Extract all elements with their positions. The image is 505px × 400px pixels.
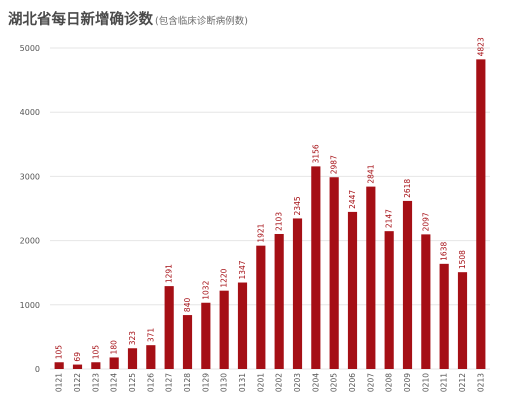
x-tick-label: 0204: [311, 373, 320, 392]
data-label: 69: [73, 352, 82, 362]
bar: [311, 166, 321, 369]
chart-title-row: 湖北省每日新增确诊数 (包含临床诊断病例数): [8, 8, 248, 29]
x-axis-ticks: 0121 0122 0123 0124 0125 0126 0127 0128 0129 0130…: [55, 373, 486, 392]
chart-subtitle: (包含临床诊断病例数): [155, 16, 248, 27]
bar: [329, 177, 339, 369]
bar: [421, 234, 431, 369]
bar: [182, 315, 193, 369]
data-label: 2097: [421, 212, 430, 231]
bar: [439, 263, 449, 369]
data-label: 3156: [311, 144, 320, 163]
x-tick-label: 0212: [458, 373, 467, 392]
y-tick-label: 1000: [20, 301, 40, 310]
data-label: 180: [110, 340, 119, 355]
x-tick-label: 0201: [256, 373, 265, 392]
data-label: 371: [146, 328, 155, 343]
x-tick-label: 0213: [476, 373, 485, 392]
x-tick-label: 0131: [238, 373, 247, 392]
bar: [256, 245, 266, 369]
data-label: 2147: [385, 209, 394, 228]
x-tick-label: 0211: [440, 373, 449, 392]
x-tick-label: 0121: [55, 373, 64, 392]
x-tick-label: 0125: [128, 373, 137, 392]
bar: [72, 364, 83, 369]
data-labels: 105 69 105 180 323 371 1291 840 1032 1220 1347 1921…: [55, 37, 486, 362]
x-tick-label: 0209: [403, 373, 412, 392]
x-tick-label: 0130: [220, 373, 229, 392]
data-label: 1291: [165, 264, 174, 283]
bar: [366, 186, 376, 369]
data-label: 2618: [403, 179, 412, 198]
data-label: 1638: [440, 242, 449, 261]
data-label: 2447: [348, 190, 357, 209]
data-label: 1220: [220, 268, 229, 287]
y-tick-label: 4000: [20, 108, 40, 117]
bar: [109, 357, 119, 369]
bar: [476, 59, 486, 369]
y-axis-ticks: 0 1000 2000 3000 4000 5000: [20, 44, 40, 374]
bar: [54, 362, 64, 369]
bar: [292, 218, 303, 369]
grid-lines: [50, 47, 490, 370]
x-tick-label: 0123: [91, 373, 100, 392]
x-tick-label: 0129: [201, 373, 210, 392]
bar: [347, 211, 358, 369]
data-label: 105: [91, 345, 100, 360]
bar: [127, 348, 138, 369]
data-label: 1032: [201, 280, 210, 299]
x-tick-label: 0205: [330, 373, 339, 392]
bar: [274, 233, 284, 369]
chart-title: 湖北省每日新增确诊数: [8, 12, 153, 28]
x-tick-label: 0206: [348, 373, 357, 392]
x-tick-label: 0203: [293, 373, 302, 392]
bar: [384, 231, 394, 369]
bar: [201, 302, 211, 369]
data-label: 2103: [275, 212, 284, 231]
bars: [54, 59, 486, 369]
y-tick-label: 0: [35, 365, 40, 374]
x-tick-label: 0124: [110, 373, 119, 392]
x-tick-label: 0202: [275, 373, 284, 392]
data-label: 1347: [238, 260, 247, 279]
data-label: 2345: [293, 196, 302, 215]
x-tick-label: 0126: [146, 373, 155, 392]
x-tick-label: 0127: [165, 373, 174, 392]
bar: [402, 200, 413, 369]
bar: [146, 345, 156, 369]
data-label: 840: [183, 298, 192, 313]
bar: [91, 362, 101, 369]
bar: [457, 272, 468, 369]
data-label: 4823: [476, 37, 485, 56]
bar: [237, 282, 248, 369]
data-label: 2987: [330, 155, 339, 174]
x-tick-label: 0208: [385, 373, 394, 392]
data-label: 1921: [256, 223, 265, 242]
y-tick-label: 2000: [20, 237, 40, 246]
x-tick-label: 0122: [73, 373, 82, 392]
x-tick-label: 0210: [421, 373, 430, 392]
bar: [164, 286, 174, 369]
data-label: 2841: [366, 164, 375, 183]
data-label: 105: [55, 345, 64, 360]
y-tick-label: 3000: [20, 172, 40, 181]
data-label: 323: [128, 331, 137, 346]
data-label: 1508: [458, 250, 467, 269]
x-tick-label: 0128: [183, 373, 192, 392]
y-tick-label: 5000: [20, 44, 40, 53]
x-tick-label: 0207: [366, 373, 375, 392]
bar: [219, 290, 229, 369]
